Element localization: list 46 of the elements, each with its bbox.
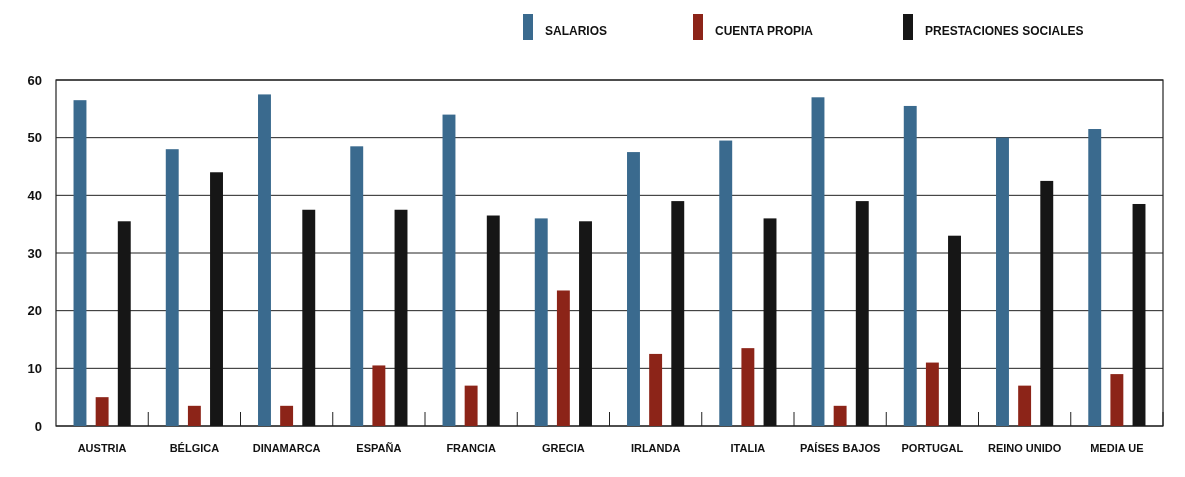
bar [534,218,548,426]
bar [719,140,733,426]
x-tick-label: ESPAÑA [356,442,402,454]
y-tick-label: 10 [27,360,42,376]
bar [95,397,109,426]
bar [741,348,755,426]
x-tick-label: DINAMARCA [252,442,321,454]
bar [372,365,386,426]
bar [442,114,456,426]
bar [165,149,179,426]
bar [1088,129,1102,426]
y-tick-label: 60 [27,72,42,88]
legend-label: CUENTA PROPIA [715,24,814,38]
legend-label: PRESTACIONES SOCIALES [925,24,1084,38]
bar [556,290,570,426]
bar [996,137,1009,426]
bar [350,146,364,426]
x-tick-label: BÉLGICA [169,442,220,454]
bar [1110,374,1124,426]
legend-label: SALARIOS [545,24,608,38]
y-tick-label: 50 [27,130,42,146]
x-tick-label: ITALIA [730,442,766,454]
bar [903,105,917,426]
y-tick-label: 40 [27,187,42,203]
x-tick-label: MEDIA UE [1090,442,1144,454]
bar [1018,385,1032,426]
bar [258,94,271,426]
x-tick-label: FRANCIA [446,442,496,454]
bar [833,405,847,426]
bar [925,362,939,426]
bar [187,405,201,426]
bar [627,152,640,426]
x-tick-label: PORTUGAL [901,442,964,454]
bar [280,405,294,426]
x-tick-label: IRLANDA [630,442,681,454]
bar [811,97,825,426]
bar [464,385,478,426]
y-tick-label: 30 [27,245,42,261]
x-tick-label: GRECIA [541,442,585,454]
x-tick-label: AUSTRIA [77,442,127,454]
y-tick-label: 20 [27,303,42,319]
bar [73,100,87,426]
x-tick-label: REINO UNIDO [987,442,1062,454]
x-tick-label: PAÍSES BAJOS [799,442,881,454]
y-tick-label: 0 [34,418,42,434]
bar [649,353,663,426]
